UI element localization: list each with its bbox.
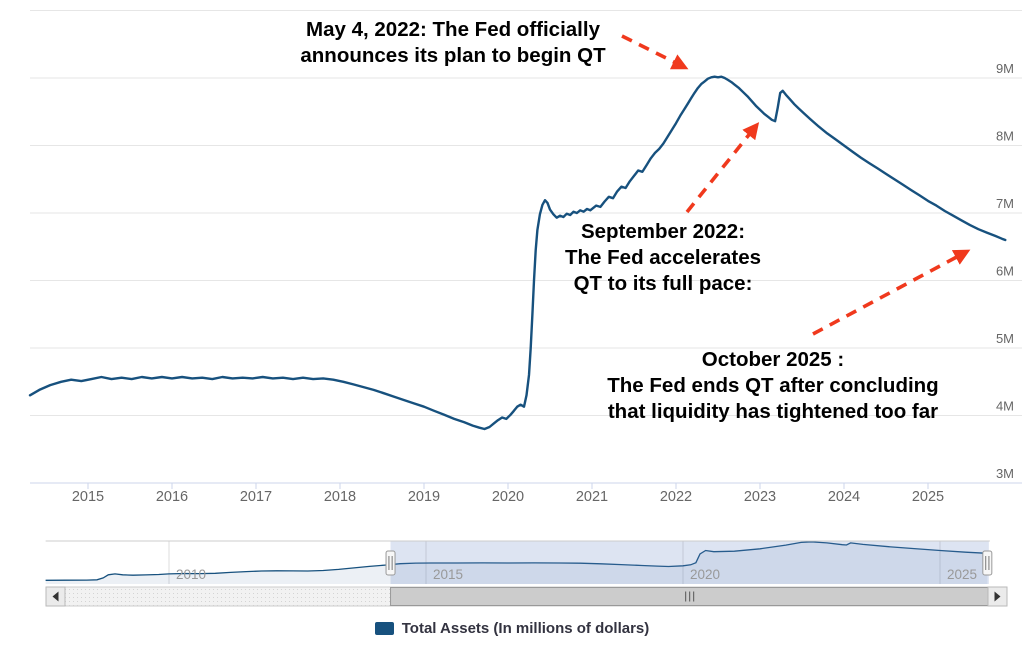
navigator-handle-left-grip[interactable] <box>385 550 396 576</box>
navigator-handle-right[interactable] <box>982 550 993 576</box>
navigator-year-label: 2025 <box>947 567 977 582</box>
x-axis-label: 2020 <box>492 489 524 505</box>
navigator-year-label: 2010 <box>176 567 206 582</box>
annotation-line: QT to its full pace: <box>573 272 753 295</box>
legend-swatch-icon <box>374 622 394 635</box>
y-axis-label: 6M <box>996 264 1014 279</box>
navigator-handle-left[interactable] <box>385 550 396 576</box>
y-gridlines: 9M 8M 7M 6M 5M 4M 3M <box>30 10 1022 481</box>
x-axis-label: 2018 <box>324 489 356 505</box>
y-axis-label: 8M <box>996 129 1014 144</box>
navigator-year-label: 2015 <box>433 567 463 582</box>
total-assets-line <box>28 75 1007 431</box>
y-axis-label: 5M <box>996 331 1014 346</box>
annotation-line: October 2025 : <box>701 348 845 371</box>
annotation-line: September 2022: <box>580 220 746 243</box>
annotation-line: that liquidity has tightened too far <box>607 400 939 423</box>
navigator[interactable]: 2010 2015 2020 2025 <box>45 540 993 584</box>
x-axis-label: 2019 <box>408 489 440 505</box>
x-axis-label: 2017 <box>240 489 272 505</box>
annotation-line: May 4, 2022: The Fed officially <box>306 18 600 41</box>
navigator-handle-right-grip[interactable] <box>982 550 993 576</box>
annotation-arrows <box>621 34 971 336</box>
legend-label: Total Assets (In millions of dollars) <box>401 620 650 637</box>
scroll-left-icon <box>52 591 59 602</box>
x-axis: 2015 2016 2017 2018 2019 2020 2021 2022 2023 2024… <box>72 483 944 505</box>
x-axis-label: 2021 <box>576 489 608 505</box>
y-axis-label: 7M <box>996 196 1014 211</box>
x-axis-label: 2025 <box>912 489 944 505</box>
annotation-line: announces its plan to begin QT <box>300 44 606 67</box>
annotation-october-2025: October 2025 : The Fed ends QT after con… <box>563 347 983 425</box>
x-axis-label: 2022 <box>660 489 692 505</box>
y-axis-label: 9M <box>996 61 1014 76</box>
x-axis-label: 2024 <box>828 489 860 505</box>
navigator-selected-range[interactable] <box>390 541 989 584</box>
x-axis-label: 2023 <box>744 489 776 505</box>
x-axis-label: 2016 <box>156 489 188 505</box>
arrow-october-2025 <box>812 249 971 336</box>
legend-item-total-assets[interactable]: Total Assets (In millions of dollars) <box>0 620 1024 637</box>
y-axis-label: 4M <box>996 399 1014 414</box>
navigator-line <box>45 541 988 581</box>
y-axis-label: 3M <box>996 466 1014 481</box>
annotation-may-2022: May 4, 2022: The Fed officially announce… <box>253 17 653 69</box>
arrow-may-2022 <box>621 34 689 70</box>
arrow-september-2022 <box>685 122 760 214</box>
navigator-year-label: 2020 <box>690 567 720 582</box>
scroll-right-icon <box>994 591 1001 602</box>
annotation-september-2022: September 2022: The Fed accelerates QT t… <box>513 219 813 297</box>
scrollbar-left-button[interactable] <box>45 586 66 607</box>
scrollbar-right-button[interactable] <box>987 586 1008 607</box>
annotation-line: The Fed accelerates <box>565 246 761 269</box>
annotation-line: The Fed ends QT after concluding <box>607 374 939 397</box>
x-axis-label: 2015 <box>72 489 104 505</box>
scrollbar[interactable] <box>45 586 1008 607</box>
navigator-area <box>45 541 988 584</box>
